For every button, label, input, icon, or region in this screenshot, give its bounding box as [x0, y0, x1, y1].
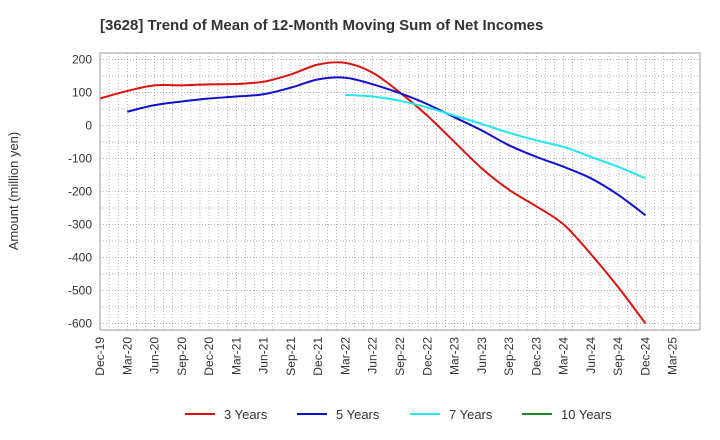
x-tick-label: Jun-20 — [148, 337, 162, 374]
grid — [100, 53, 700, 330]
series-line-5-years — [127, 76, 647, 217]
x-tick-label: Mar-24 — [557, 337, 571, 375]
x-tick-label: Dec-24 — [638, 337, 652, 376]
series-line-7-years — [345, 93, 646, 180]
x-tick-label: Mar-23 — [448, 337, 462, 375]
x-tick-label: Sep-24 — [611, 337, 625, 376]
x-tick-label: Dec-22 — [420, 337, 434, 376]
series-line-3-years — [99, 61, 647, 325]
y-tick-label: -100 — [68, 152, 92, 166]
x-tick-label: Jun-24 — [584, 337, 598, 374]
x-tick-label: Mar-22 — [338, 337, 352, 375]
x-tick-label: Mar-25 — [666, 337, 680, 375]
legend-label: 5 Years — [336, 407, 380, 422]
y-tick-label: -200 — [68, 185, 92, 199]
x-tick-label: Jun-23 — [475, 337, 489, 374]
y-tick-label: 0 — [85, 119, 92, 133]
y-axis-label: Amount (million yen) — [6, 132, 21, 251]
y-axis: 200 100 0 -100 -200 -300 -400 -500 -600 — [68, 53, 92, 331]
x-tick-label: Dec-21 — [311, 337, 325, 376]
y-tick-label: -300 — [68, 217, 92, 231]
x-tick-label: Jun-22 — [366, 337, 380, 374]
series-lines — [99, 61, 647, 325]
y-tick-label: 100 — [72, 86, 92, 100]
x-tick-label: Dec-20 — [202, 337, 216, 376]
x-tick-label: Sep-21 — [284, 337, 298, 376]
x-tick-label: Mar-21 — [229, 337, 243, 375]
legend-label: 3 Years — [224, 407, 268, 422]
chart-title: [3628] Trend of Mean of 12-Month Moving … — [100, 17, 543, 34]
x-tick-label: Sep-20 — [175, 337, 189, 376]
x-tick-label: Sep-23 — [502, 337, 516, 376]
y-tick-label: -600 — [68, 316, 92, 330]
x-tick-label: Dec-23 — [529, 337, 543, 376]
x-tick-label: Jun-21 — [257, 337, 271, 374]
legend-label: 10 Years — [561, 407, 612, 422]
x-tick-label: Sep-22 — [393, 337, 407, 376]
plot-area — [99, 52, 701, 331]
x-tick-label: Mar-20 — [120, 337, 134, 375]
y-tick-label: -400 — [68, 250, 92, 264]
y-tick-label: -500 — [68, 283, 92, 297]
y-tick-label: 200 — [72, 53, 92, 67]
legend-label: 7 Years — [449, 407, 493, 422]
x-tick-label: Dec-19 — [93, 337, 107, 376]
legend: 3 Years 5 Years 7 Years 10 Years — [185, 407, 612, 422]
x-axis: Dec-19 Mar-20 Jun-20 Sep-20 Dec-20 Mar-21 Jun-… — [93, 337, 680, 376]
